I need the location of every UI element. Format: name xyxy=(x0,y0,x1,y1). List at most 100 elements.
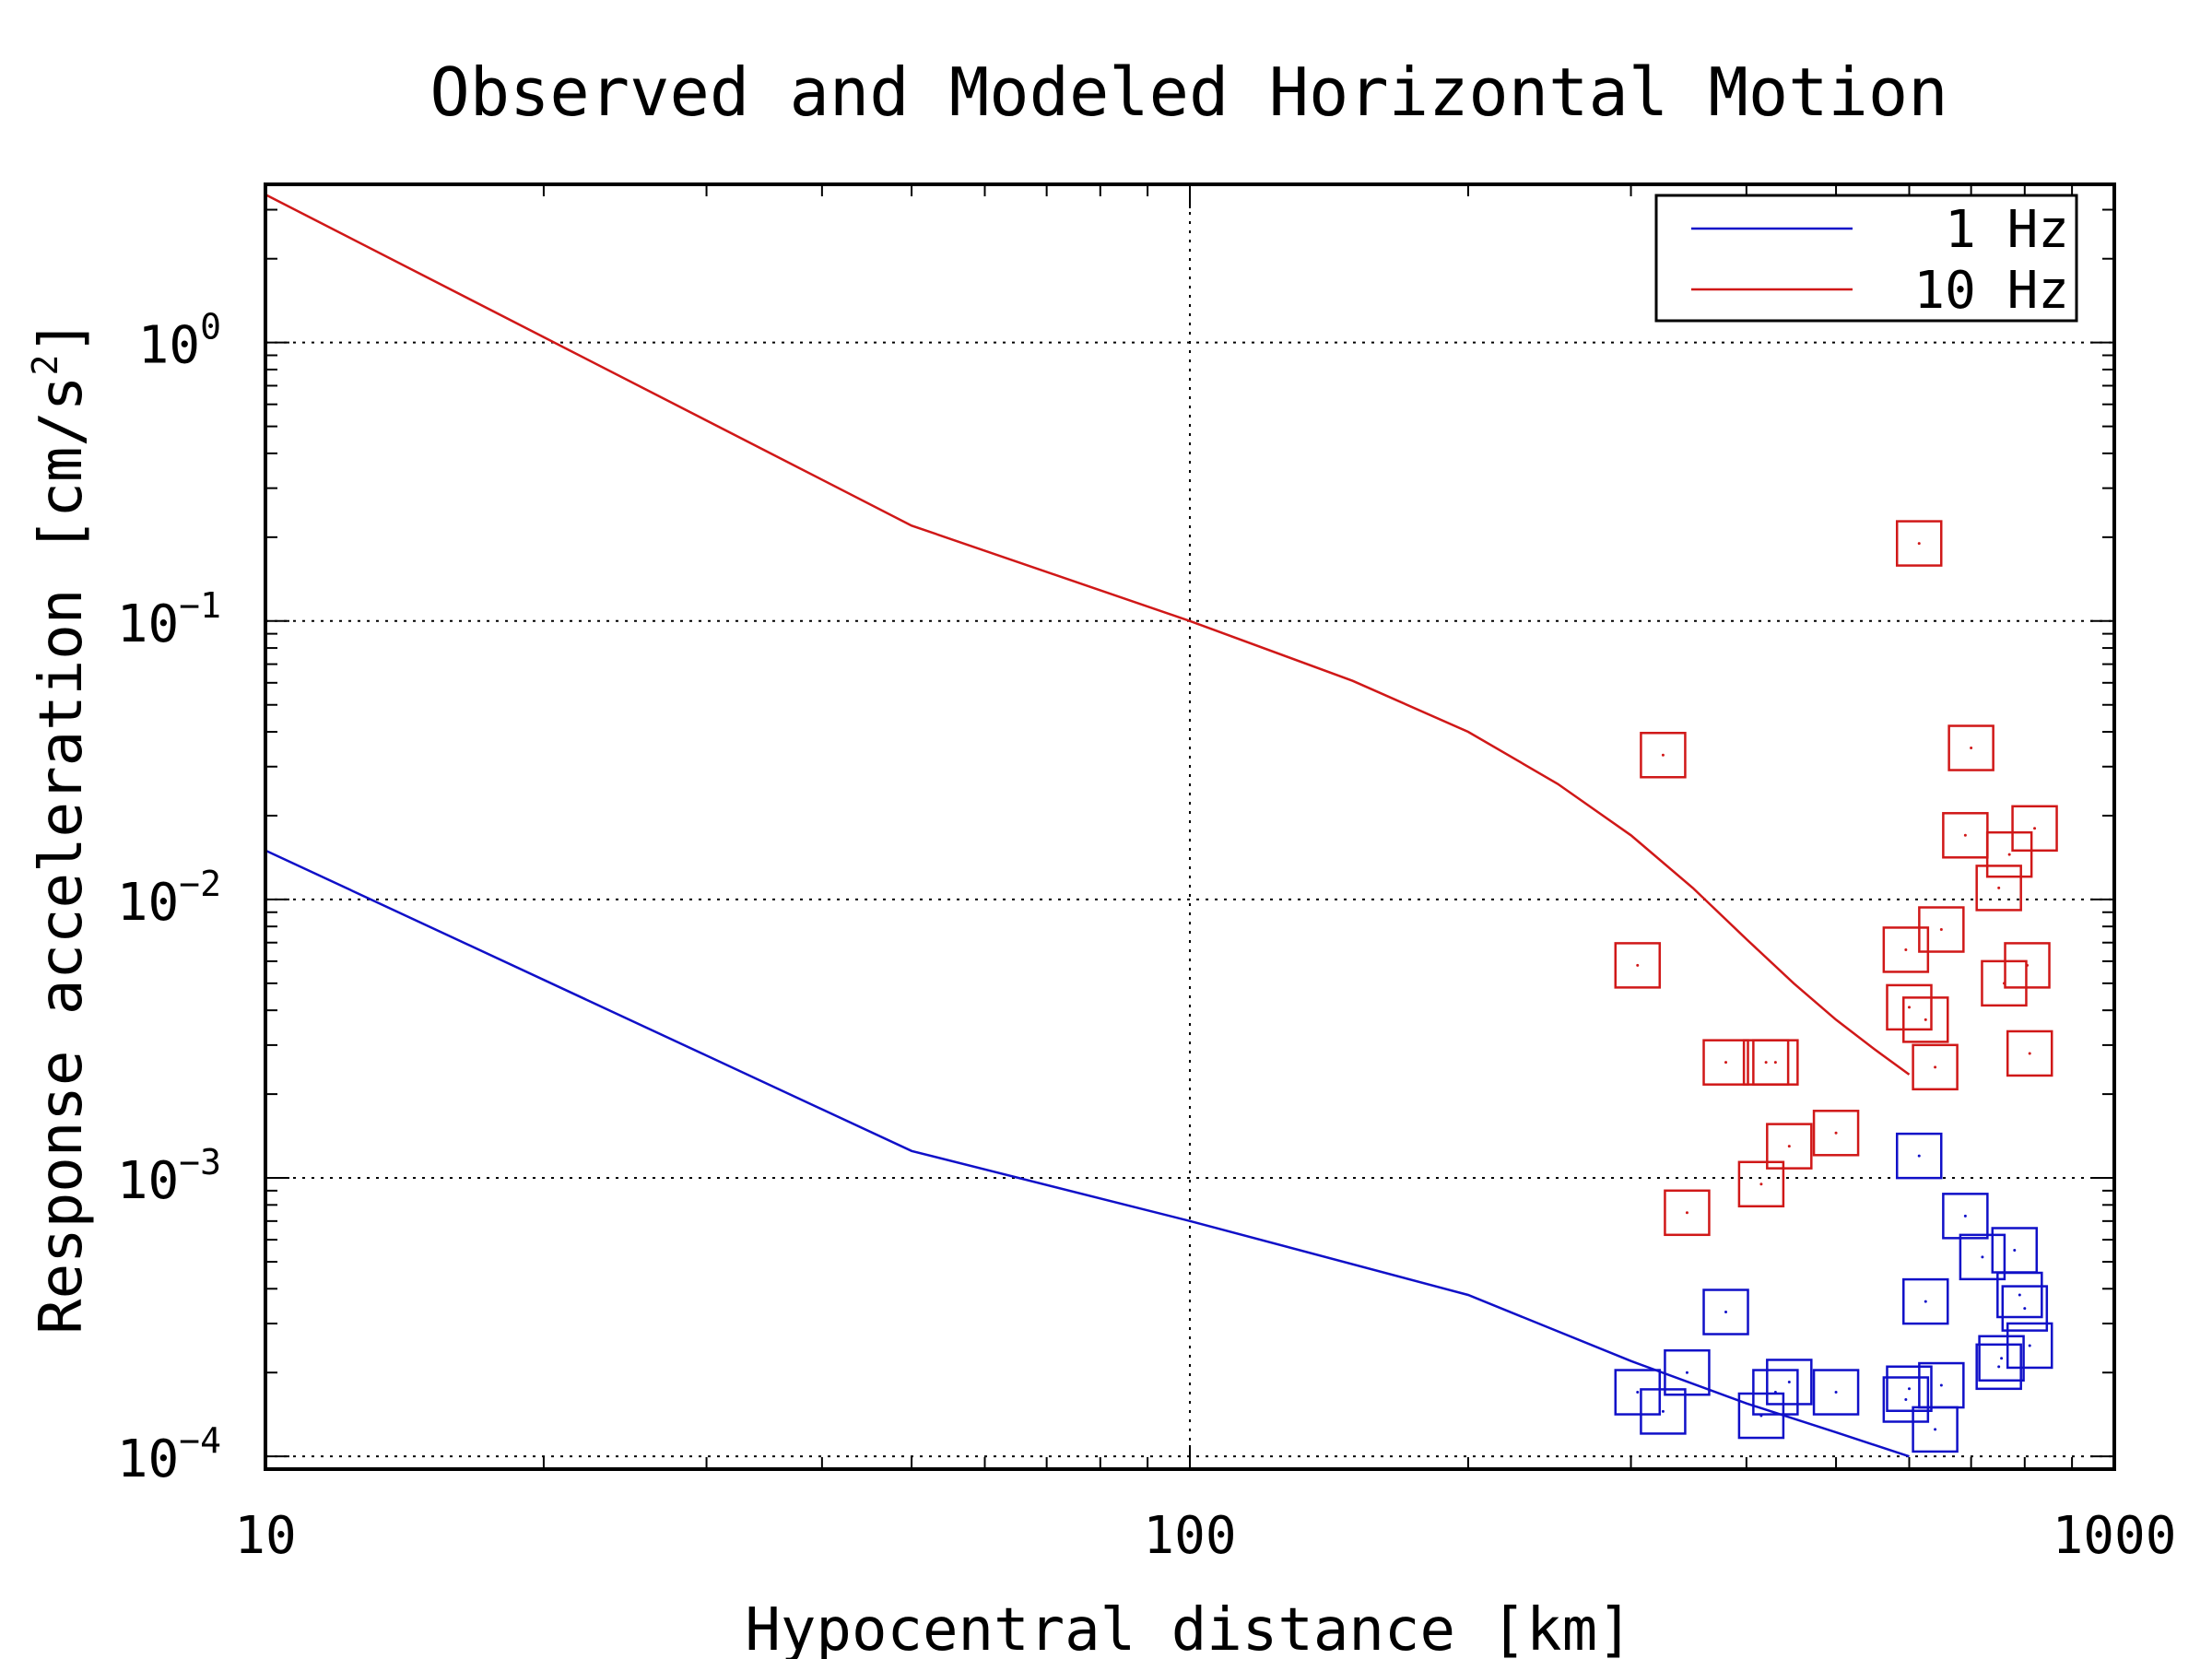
data-point-1hz xyxy=(1702,1288,1749,1335)
data-point-center-1hz xyxy=(1934,1428,1937,1431)
data-point-center-1hz xyxy=(1981,1255,1984,1259)
data-point-1hz xyxy=(1737,1392,1785,1440)
data-point-center-10hz xyxy=(1759,1182,1763,1186)
x-tick-label: 10 xyxy=(234,1506,296,1566)
data-point-center-10hz xyxy=(1904,947,1908,951)
data-point-center-10hz xyxy=(1924,1018,1927,1021)
x-tick-label: 1000 xyxy=(2053,1506,2177,1566)
y-axis-label-text: Response acceleration [cm/s xyxy=(28,376,96,1335)
data-point-10hz xyxy=(1947,724,1994,771)
data-point-10hz xyxy=(1975,865,2022,912)
data-point-10hz xyxy=(1886,983,1933,1031)
data-point-center-1hz xyxy=(2013,1248,2017,1252)
data-point-10hz xyxy=(2004,942,2051,989)
data-point-10hz xyxy=(1918,906,1965,953)
y-tick-label: 10−2 xyxy=(117,864,221,933)
x-axis-label: Hypocentral distance [km] xyxy=(745,1596,1632,1659)
data-point-center-10hz xyxy=(1787,1145,1791,1148)
data-point-center-10hz xyxy=(1934,1065,1937,1069)
data-point-center-10hz xyxy=(1970,747,1973,750)
data-point-center-1hz xyxy=(2000,1357,2004,1360)
data-point-1hz xyxy=(1959,1233,2006,1281)
data-point-1hz xyxy=(1812,1369,1860,1416)
data-point-10hz xyxy=(1664,1189,1711,1237)
data-point-center-1hz xyxy=(1924,1300,1927,1303)
data-point-1hz xyxy=(1902,1277,1949,1325)
data-point-center-10hz xyxy=(1917,542,1921,546)
chart-title: Observed and Modeled Horizontal Motion xyxy=(429,53,1947,131)
y-tick-labels: 10−4 10−3 10−2 10−1 100 xyxy=(117,307,221,1490)
data-point-center-10hz xyxy=(1661,753,1665,757)
data-point-center-1hz xyxy=(1904,1398,1908,1402)
legend-label-1hz: 1 Hz xyxy=(1945,200,2069,260)
data-point-center-10hz xyxy=(1939,928,1943,932)
data-point-center-1hz xyxy=(1834,1391,1838,1394)
data-point-center-10hz xyxy=(1636,963,1640,967)
data-point-1hz xyxy=(1895,1132,1943,1180)
data-point-1hz xyxy=(1978,1335,2025,1382)
data-point-center-1hz xyxy=(1787,1380,1791,1383)
data-point-center-10hz xyxy=(2026,963,2030,967)
data-point-center-10hz xyxy=(2033,827,2037,830)
data-point-center-1hz xyxy=(1636,1391,1640,1394)
data-point-center-1hz xyxy=(1997,1365,2001,1369)
data-point-10hz xyxy=(1614,942,1662,989)
data-point-center-1hz xyxy=(1939,1383,1943,1387)
legend-box xyxy=(1654,194,2078,323)
data-point-10hz xyxy=(2006,1030,2053,1077)
y-tick-label: 10−3 xyxy=(117,1142,221,1211)
data-point-center-10hz xyxy=(1997,886,2001,889)
data-point-1hz xyxy=(1996,1271,2043,1319)
y-axis-label-close: ] xyxy=(28,319,96,355)
data-point-center-1hz xyxy=(1724,1311,1728,1314)
data-point-center-10hz xyxy=(1834,1131,1838,1135)
data-point-10hz xyxy=(1912,1043,1959,1091)
data-point-center-1hz xyxy=(2018,1293,2021,1297)
series-line-1hz xyxy=(265,849,1910,1458)
tick-layer xyxy=(265,184,2115,1470)
data-point-center-10hz xyxy=(2007,853,2011,856)
grid-layer xyxy=(265,184,2114,1469)
data-point-center-1hz xyxy=(1773,1391,1777,1394)
data-point-center-1hz xyxy=(2023,1307,2027,1311)
data-point-center-10hz xyxy=(1907,1006,1911,1009)
data-point-10hz xyxy=(1895,520,1943,567)
data-point-10hz xyxy=(1882,926,1930,973)
data-point-10hz xyxy=(1812,1110,1860,1157)
data-point-1hz xyxy=(1886,1365,1933,1412)
data-point-1hz xyxy=(1752,1369,1799,1416)
data-point-center-10hz xyxy=(1764,1061,1768,1065)
data-point-10hz xyxy=(2011,805,2058,853)
y-axis-label-sup: 2 xyxy=(25,355,65,376)
data-point-center-1hz xyxy=(1661,1409,1665,1413)
data-point-center-1hz xyxy=(1907,1387,1911,1391)
y-axis-label: Response acceleration [cm/s2] xyxy=(25,319,96,1335)
data-point-center-10hz xyxy=(1773,1061,1777,1065)
data-point-center-1hz xyxy=(1685,1371,1688,1374)
data-point-center-10hz xyxy=(2028,1052,2031,1055)
data-point-10hz xyxy=(1702,1039,1749,1086)
data-point-center-1hz xyxy=(1963,1214,1967,1218)
y-tick-label: 10−1 xyxy=(117,585,221,654)
data-point-center-1hz xyxy=(1917,1154,1921,1158)
data-point-10hz xyxy=(1752,1039,1799,1086)
data-point-1hz xyxy=(1664,1348,1711,1396)
series-line-10hz xyxy=(265,193,1911,1076)
data-point-10hz xyxy=(1902,996,1949,1043)
y-tick-label: 100 xyxy=(138,307,221,376)
data-point-1hz xyxy=(1942,1193,1989,1240)
data-point-10hz xyxy=(1737,1160,1785,1208)
plot-frame xyxy=(264,182,2116,1471)
data-point-1hz xyxy=(1614,1369,1662,1416)
data-point-1hz xyxy=(1882,1376,1930,1423)
x-tick-label: 100 xyxy=(1143,1506,1236,1566)
data-point-10hz xyxy=(1640,732,1687,779)
y-tick-label: 10−4 xyxy=(117,1420,221,1489)
data-point-1hz xyxy=(2006,1322,2053,1370)
data-point-1hz xyxy=(1918,1361,1965,1409)
data-point-10hz xyxy=(1766,1123,1813,1170)
data-point-center-1hz xyxy=(2028,1344,2031,1347)
data-point-center-10hz xyxy=(1685,1211,1688,1215)
